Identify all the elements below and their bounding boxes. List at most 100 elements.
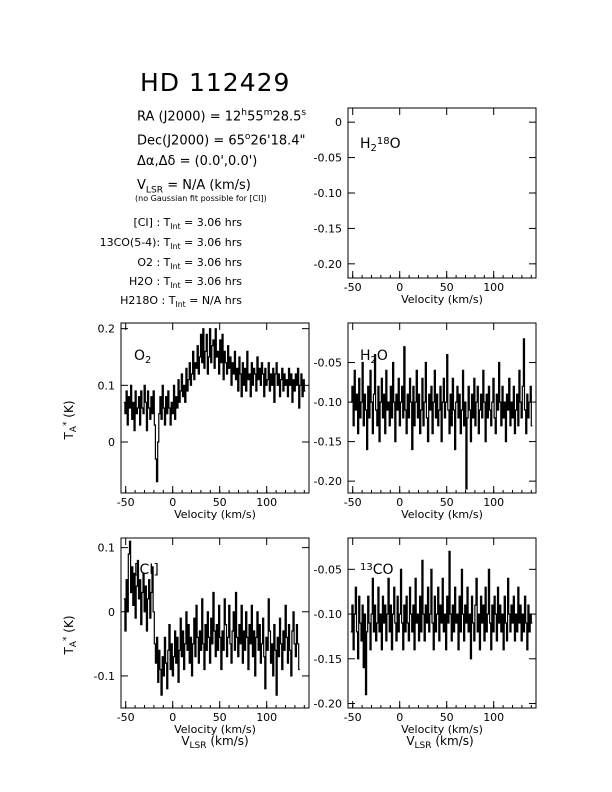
y-tick-label: -0.20 <box>314 258 342 271</box>
panel-label: 13CO <box>360 562 394 578</box>
vlsr-axis-label-part: (km/s) <box>207 734 249 748</box>
y-tick-label: -0.10 <box>314 396 342 409</box>
tint-value: 3.06 hrs <box>196 236 242 249</box>
vlsr-axis-label: VLSR (km/s) <box>181 734 248 751</box>
spectrum-line <box>350 550 533 696</box>
tint-label: H218O : <box>120 294 166 307</box>
y-tick-label: -0.20 <box>314 475 342 488</box>
y-axis-label: TA* (K) <box>62 400 79 440</box>
y-tick-label: 0 <box>108 606 115 619</box>
tint-label: 13CO(5-4): <box>99 236 161 249</box>
x-tick-label: 50 <box>213 711 227 724</box>
x-tick-label: 0 <box>396 711 403 724</box>
y-tick-label: -0.15 <box>314 222 342 235</box>
page-title: HD 112429 <box>140 68 291 97</box>
panel-label: H2O <box>360 348 388 366</box>
spectrum-line <box>123 540 300 696</box>
y-tick-label: -0.05 <box>314 152 342 165</box>
tint-symbol: T <box>163 216 171 229</box>
tint-value: 3.06 hrs <box>196 275 242 288</box>
plot-frame <box>347 537 537 709</box>
vlsr-value: = N/A (km/s) <box>163 178 251 193</box>
x-tick-label: 100 <box>256 711 277 724</box>
y-axis-label: TA* (K) <box>62 615 79 655</box>
x-tick-label: 50 <box>440 711 454 724</box>
x-tick-label: -50 <box>344 281 362 294</box>
x-tick-label: 0 <box>169 711 176 724</box>
panel-label: O2 <box>134 348 151 366</box>
panel-ci <box>120 537 310 709</box>
y-axis-label-part: T <box>62 647 76 656</box>
y-tick-label: -0.15 <box>314 653 342 666</box>
x-axis-label: Velocity (km/s) <box>174 723 256 736</box>
panel-label-part: O <box>390 136 401 152</box>
y-axis-label-part: * <box>62 421 72 426</box>
ra-line: RA (J2000) = 12h55m28.5s <box>137 108 437 124</box>
y-axis-label-part: A <box>69 425 79 432</box>
vlsr-axis-label-part: V <box>406 734 415 748</box>
ra-minutes: 55 <box>247 109 264 125</box>
panel-label-part: CO <box>373 562 394 578</box>
panel-label-part: 18 <box>377 136 390 147</box>
panel-label-part: H <box>360 348 371 364</box>
offset-line: Δα,Δδ = (0.0',0.0') <box>137 154 258 169</box>
x-axis-label: Velocity (km/s) <box>401 723 483 736</box>
ra-minute-unit: m <box>263 108 273 118</box>
y-axis-label-part: (K) <box>62 400 76 421</box>
y-tick-label: -0.05 <box>314 357 342 370</box>
vlsr-axis-label-part: LSR <box>415 741 432 751</box>
tint-row-ci: [CI] : TInt = 3.06 hrs <box>133 216 242 232</box>
vlsr-axis-label-part: LSR <box>190 741 207 751</box>
tint-value: 3.06 hrs <box>196 256 242 269</box>
ra-seconds: 28.5 <box>272 109 302 125</box>
plot-frame <box>347 322 537 494</box>
x-axis-label: Velocity (km/s) <box>401 293 483 306</box>
x-tick-label: -50 <box>117 496 135 509</box>
panel-label-part: O <box>134 348 145 364</box>
y-tick-label: 0 <box>335 116 342 129</box>
panel-13co <box>347 537 537 709</box>
x-tick-label: 100 <box>483 281 504 294</box>
y-tick-label: 0.1 <box>98 542 116 555</box>
y-tick-label: -0.10 <box>314 187 342 200</box>
x-tick-label: 50 <box>440 281 454 294</box>
y-axis-label-part: A <box>69 640 79 647</box>
x-tick-label: -50 <box>344 496 362 509</box>
tint-label: [CI] : <box>133 216 161 229</box>
x-tick-label: 100 <box>483 496 504 509</box>
tint-row-h2o: H2O : TInt = 3.06 hrs <box>129 275 242 291</box>
vlsr-v: V <box>137 178 146 193</box>
tint-symbol: T <box>168 294 176 307</box>
tint-symbol: T <box>163 275 171 288</box>
y-tick-label: 0 <box>108 436 115 449</box>
tint-sub: Int <box>170 262 181 272</box>
x-tick-label: 0 <box>396 281 403 294</box>
tint-label: O2 : <box>137 256 161 269</box>
x-tick-label: 0 <box>169 496 176 509</box>
spectrum-line <box>350 338 533 490</box>
plot-frame <box>120 322 310 494</box>
y-tick-label: 0.2 <box>98 323 116 336</box>
panel-label-part: 13 <box>360 562 373 573</box>
y-tick-label: -0.10 <box>314 608 342 621</box>
x-tick-label: 50 <box>440 496 454 509</box>
panel-label-part: H <box>360 136 371 152</box>
panel-label-part: 2 <box>371 143 377 154</box>
tint-sub: Int <box>170 281 181 291</box>
x-axis-label: Velocity (km/s) <box>174 508 256 521</box>
y-tick-label: -0.1 <box>94 670 115 683</box>
y-axis-label-part: T <box>62 432 76 441</box>
panel-label: H218O <box>360 136 401 154</box>
vlsr-axis-label-part: (km/s) <box>432 734 474 748</box>
tint-sub: Int <box>170 242 181 252</box>
panel-label-part: 2 <box>145 355 151 366</box>
gaussian-note: (no Gaussian fit possible for [CI]) <box>135 194 267 203</box>
dec-degree-unit: o <box>244 132 251 142</box>
x-tick-label: -50 <box>344 711 362 724</box>
panel-label: [CI] <box>134 562 159 578</box>
tint-row-13co: 13CO(5-4): TInt = 3.06 hrs <box>99 236 242 252</box>
panel-h2o <box>347 322 537 494</box>
panel-label-part: 2 <box>371 355 377 366</box>
tint-value: 3.06 hrs <box>196 216 242 229</box>
